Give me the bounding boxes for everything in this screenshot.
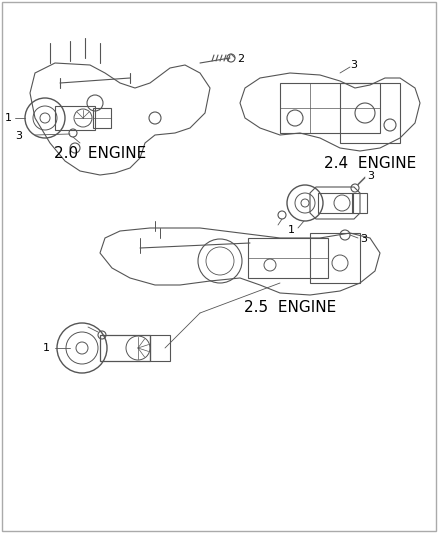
Bar (150, 335, 170, 361)
Text: 2.0  ENGINE: 2.0 ENGINE (54, 146, 146, 160)
Text: 2: 2 (237, 54, 244, 64)
Bar (318, 193, 353, 213)
Bar (100, 335, 150, 361)
Bar (340, 83, 400, 143)
Text: 1: 1 (5, 113, 12, 123)
Bar (352, 193, 367, 213)
Bar (55, 106, 95, 130)
Text: 1: 1 (288, 225, 295, 235)
Bar (93, 108, 111, 128)
Bar (280, 83, 380, 133)
Bar (310, 233, 360, 283)
Bar (248, 238, 328, 278)
Text: 2.4  ENGINE: 2.4 ENGINE (324, 156, 416, 171)
Text: 3: 3 (15, 131, 22, 141)
Text: 2.5  ENGINE: 2.5 ENGINE (244, 301, 336, 316)
Text: 3: 3 (360, 234, 367, 244)
Text: 3: 3 (350, 60, 357, 70)
Text: 3: 3 (367, 171, 374, 181)
Text: 1: 1 (43, 343, 50, 353)
